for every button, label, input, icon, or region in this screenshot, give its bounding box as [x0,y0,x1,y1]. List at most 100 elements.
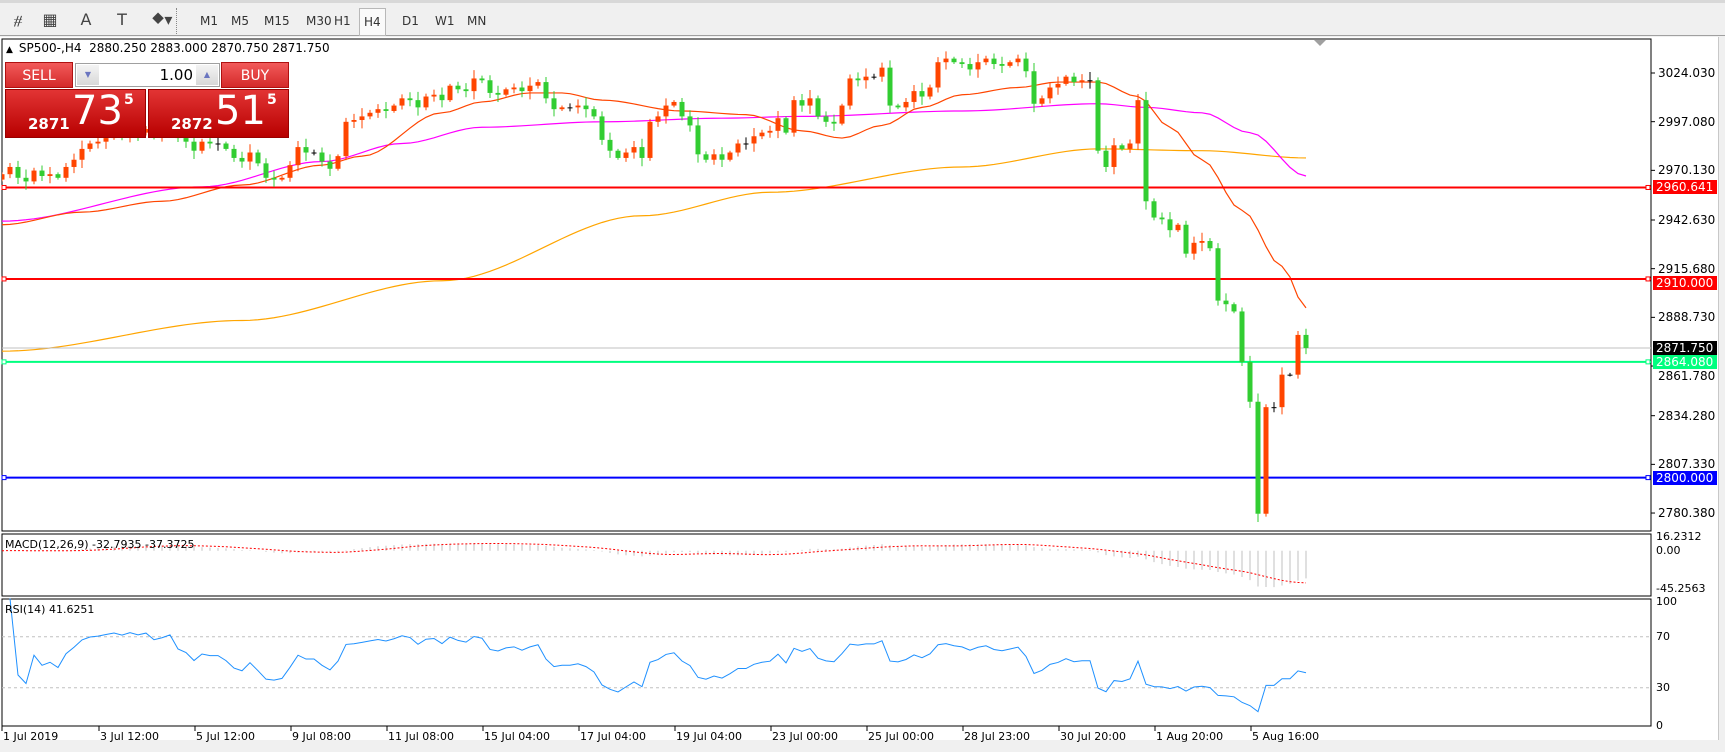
candle-body [447,85,453,101]
candle-body [615,150,621,158]
candle-body [247,152,253,162]
lot-decrease-icon[interactable]: ▼ [77,65,99,85]
price-axis-label: 2915.680 [1658,261,1716,276]
candle-body [1047,87,1053,99]
lot-increase-icon[interactable]: ▲ [196,65,218,85]
candle-body [1207,241,1213,249]
level-price-tag[interactable]: 2864.080 [1653,355,1717,370]
candle-body [903,101,909,108]
candle-body [1279,374,1285,408]
candle-body [87,143,93,149]
candle-body [815,98,821,117]
level-handle [1,359,7,365]
price-axis-label: 3024.030 [1658,66,1716,80]
main-pane-frame [1,38,1652,532]
candle-body [663,105,669,117]
arrows-dropdown-icon[interactable]: ⯁▾ [151,10,173,29]
candle-body [599,116,605,140]
time-axis-label: 1 Jul 2019 [3,730,59,743]
candle-body [1167,219,1173,231]
candle-body [223,143,229,149]
candle-body [751,136,757,144]
timeframe-d1[interactable]: D1 [402,14,419,28]
chart-shift-marker-icon [1314,40,1326,46]
timeframe-m5[interactable]: M5 [231,14,249,28]
sell-button[interactable]: SELL [5,62,73,88]
candle-body [407,98,413,101]
level-price-tag[interactable]: 2910.000 [1653,275,1717,290]
candle-body [39,170,45,176]
time-axis-label: 15 Jul 04:00 [484,730,550,743]
candle-body [23,177,29,182]
timeframe-h1[interactable]: H1 [334,14,351,28]
timeframe-m1[interactable]: M1 [200,14,218,28]
text-icon[interactable]: A [80,10,92,29]
sell-price-prefix: 2871 [28,115,70,133]
buy-price-main: 51 [215,88,266,134]
level-handle [1645,475,1651,481]
candle-body [967,64,973,70]
candle-body [647,121,653,158]
candle-body [951,58,957,63]
time-axis-label: 25 Jul 00:00 [868,730,934,743]
elliott-wave-icon[interactable]: ⧣ [13,10,23,29]
sell-price-box[interactable]: 2871 73 5 [5,88,146,138]
candle-body [1127,143,1133,149]
sell-price-fraction: 5 [124,92,134,108]
candle-body [1015,58,1021,63]
time-axis-label: 5 Aug 16:00 [1252,730,1320,743]
candle-body [535,82,541,86]
buy-price-fraction: 5 [267,92,277,108]
chart-window[interactable] [0,37,1719,740]
timeframe-m15[interactable]: M15 [264,14,290,28]
candle-body [807,98,813,106]
candle-body [391,105,397,111]
main-plot [2,51,1651,523]
text-label-icon[interactable]: T [117,10,127,29]
level-handle [1645,359,1651,365]
timeframe-w1[interactable]: W1 [435,14,455,28]
candle-body [79,148,85,160]
candle-body [63,166,69,178]
lot-size-stepper[interactable]: ▼ 1.00 ▲ [75,63,220,87]
candle-body [743,143,749,145]
timeframe-mn[interactable]: MN [467,14,487,28]
rsi-pane-frame [1,598,1652,727]
candle-body [927,87,933,97]
candle-body [287,165,293,178]
lot-size-input[interactable]: 1.00 [159,66,193,84]
candle-body [415,100,421,108]
candle-body [727,152,733,160]
candle-body [279,177,285,180]
candle-body [231,148,237,158]
level-handle [1,276,7,282]
candle-body [255,152,261,164]
toolbar: ⧣ ▦ A T ⯁▾ M1 M5 M15 M30 H1 H4 D1 W1 MN [0,0,1725,36]
timeframe-h4[interactable]: H4 [359,8,386,36]
collapse-triangle-icon[interactable]: ▲ [6,45,13,55]
candle-body [1039,98,1045,104]
chart-header: ▲ SP500-,H4 2880.250 2883.000 2870.750 28… [6,41,330,55]
time-axis-label: 9 Jul 08:00 [292,730,351,743]
rsi-line [9,598,1307,713]
candle-body [591,109,597,117]
candle-body [487,80,493,93]
candle-body [1183,224,1189,254]
candle-body [983,58,989,63]
timeframe-m30[interactable]: M30 [306,14,332,28]
candle-body [767,130,773,133]
candle-body [631,147,637,153]
level-price-tag[interactable]: 2960.641 [1653,180,1717,195]
candle-body [1135,100,1141,144]
candle-body [863,76,869,81]
buy-price-box[interactable]: 2872 51 5 [148,88,289,138]
price-axis-label: 2807.330 [1658,457,1716,472]
candle-body [1255,401,1261,514]
rsi-axis-label: 0 [1656,719,1663,732]
buy-button[interactable]: BUY [221,62,289,88]
candle-body [639,147,645,158]
candle-body [719,154,725,160]
fibonacci-grid-icon[interactable]: ▦ [42,10,58,29]
level-price-tag[interactable]: 2800.000 [1653,471,1717,486]
